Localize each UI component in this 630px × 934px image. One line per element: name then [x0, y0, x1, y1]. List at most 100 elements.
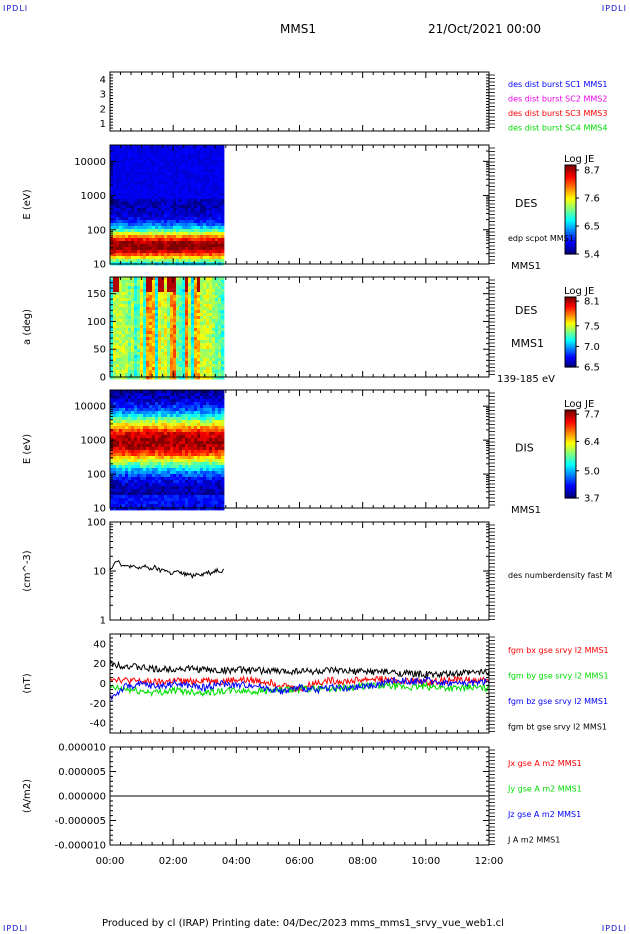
heatmap-cell [203, 307, 207, 311]
heatmap-cell [218, 292, 222, 296]
heatmap-cell [161, 337, 165, 341]
heatmap-cell [170, 459, 174, 463]
heatmap-cell [167, 399, 171, 403]
heatmap-cell [197, 435, 201, 439]
heatmap-cell [158, 393, 162, 397]
heatmap-cell [137, 337, 141, 341]
heatmap-cell [218, 492, 222, 496]
heatmap-cell [173, 343, 177, 347]
heatmap-cell [146, 199, 150, 203]
heatmap-cell [125, 169, 129, 173]
heatmap-cell [203, 217, 207, 221]
heatmap-cell [143, 199, 147, 203]
heatmap-cell [128, 208, 132, 212]
heatmap-cell [221, 474, 225, 478]
heatmap-cell [140, 396, 144, 400]
heatmap-cell [167, 214, 171, 218]
heatmap-cell [212, 178, 216, 182]
heatmap-cell [152, 223, 156, 227]
heatmap-cell [119, 190, 123, 194]
heatmap-cell [128, 358, 132, 362]
heatmap-cell [125, 337, 129, 341]
heatmap-cell [140, 414, 144, 418]
heatmap-cell [116, 214, 120, 218]
heatmap-cell [200, 214, 204, 218]
heatmap-cell [143, 498, 147, 502]
heatmap-cell [203, 154, 207, 158]
heatmap-cell [218, 202, 222, 206]
heatmap-cell [221, 450, 225, 454]
heatmap-cell [212, 298, 216, 302]
heatmap-cell [140, 157, 144, 161]
heatmap-cell [200, 492, 204, 496]
heatmap-cell [143, 316, 147, 320]
heatmap-cell [134, 289, 138, 293]
heatmap-cell [164, 453, 168, 457]
heatmap-cell [110, 349, 114, 353]
heatmap-cell [167, 307, 171, 311]
heatmap-cell [134, 175, 138, 179]
heatmap-cell [206, 280, 210, 284]
heatmap-cell [191, 477, 195, 481]
heatmap-cell [212, 435, 216, 439]
heatmap-cell [197, 148, 201, 152]
heatmap-cell [206, 331, 210, 335]
heatmap-cell [119, 349, 123, 353]
heatmap-cell [170, 166, 174, 170]
colorbar-segment [565, 346, 576, 349]
heatmap-cell [140, 462, 144, 466]
heatmap-cell [131, 364, 135, 368]
heatmap-cell [194, 289, 198, 293]
heatmap-cell [185, 313, 189, 317]
heatmap-cell [209, 405, 213, 409]
heatmap-cell [113, 259, 117, 263]
heatmap-cell [173, 241, 177, 245]
heatmap-cell [173, 435, 177, 439]
heatmap-cell [206, 301, 210, 305]
heatmap-cell [194, 474, 198, 478]
heatmap-cell [134, 325, 138, 329]
heatmap-cell [215, 154, 219, 158]
heatmap-cell [137, 471, 141, 475]
heatmap-cell [149, 328, 153, 332]
heatmap-cell [200, 334, 204, 338]
heatmap-cell [170, 483, 174, 487]
heatmap-cell [161, 501, 165, 505]
heatmap-cell [209, 480, 213, 484]
heatmap-cell [149, 310, 153, 314]
heatmap-cell [143, 346, 147, 350]
heatmap-cell [179, 238, 183, 242]
heatmap-cell [113, 325, 117, 329]
heatmap-cell [215, 316, 219, 320]
heatmap-cell [209, 465, 213, 469]
heatmap-cell [182, 441, 186, 445]
heatmap-cell [119, 498, 123, 502]
heatmap-cell [188, 343, 192, 347]
heatmap-cell [167, 364, 171, 368]
heatmap-cell [167, 160, 171, 164]
heatmap-cell [212, 477, 216, 481]
heatmap-cell [203, 358, 207, 362]
heatmap-cell [203, 352, 207, 356]
heatmap-cell [158, 370, 162, 374]
heatmap-cell [152, 157, 156, 161]
heatmap-cell [137, 280, 141, 284]
heatmap-cell [143, 259, 147, 263]
heatmap-cell [116, 286, 120, 290]
heatmap-cell [164, 169, 168, 173]
heatmap-cell [164, 313, 168, 317]
heatmap-cell [200, 465, 204, 469]
heatmap-cell [194, 256, 198, 260]
heatmap-cell [191, 175, 195, 179]
heatmap-cell [191, 411, 195, 415]
heatmap-cell [116, 328, 120, 332]
heatmap-cell [134, 307, 138, 311]
heatmap-cell [116, 346, 120, 350]
heatmap-cell [131, 373, 135, 377]
heatmap-cell [176, 346, 180, 350]
heatmap-cell [191, 498, 195, 502]
heatmap-cell [122, 259, 126, 263]
heatmap-cell [191, 160, 195, 164]
heatmap-cell [191, 352, 195, 356]
heatmap-cell [200, 229, 204, 233]
